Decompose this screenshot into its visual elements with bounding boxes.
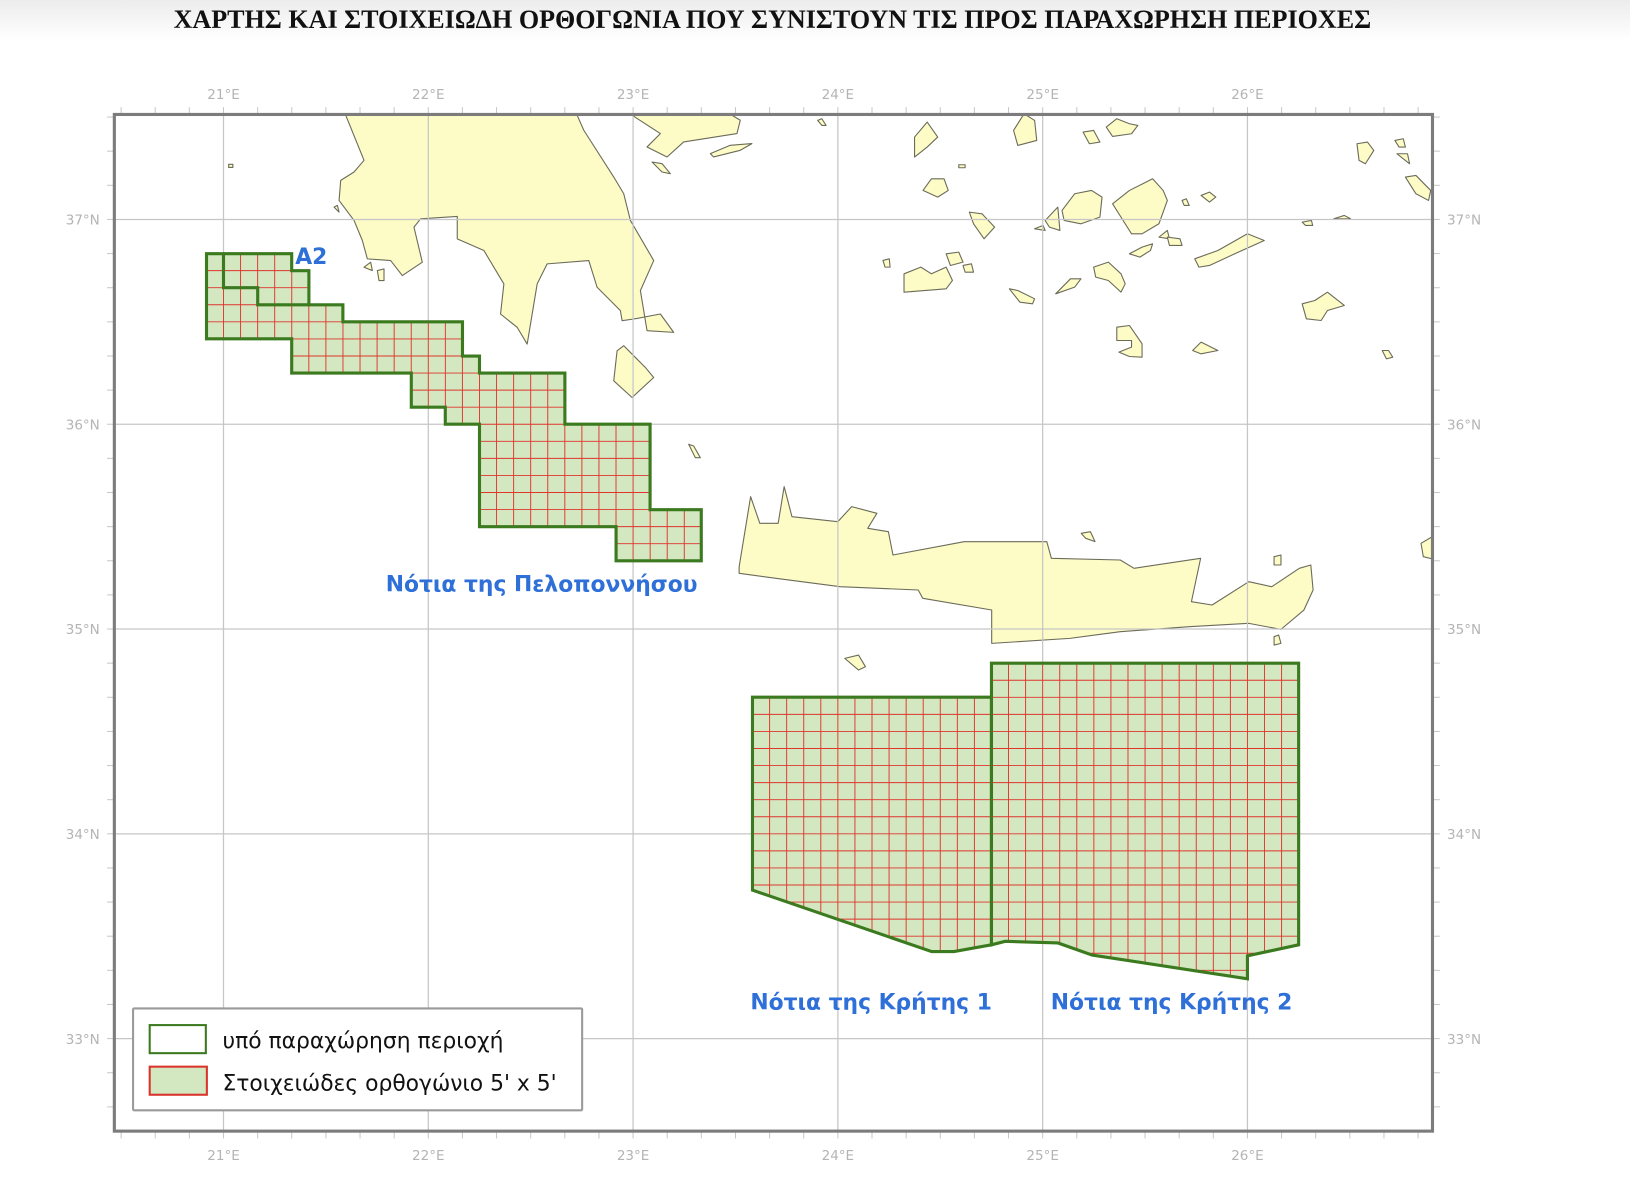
- peloponnese-land: [334, 114, 752, 457]
- lat-label-left: 34°N: [66, 827, 100, 843]
- region-outline: [989, 661, 1301, 981]
- legend-box: [132, 1007, 584, 1112]
- lon-label-top: 22°E: [412, 87, 444, 103]
- legend: υπό παραχώρηση περιοχή Στοιχειώδες ορθογ…: [132, 1007, 584, 1112]
- lon-label-top: 21°E: [207, 87, 239, 103]
- lon-label-bottom: 21°E: [207, 1148, 239, 1164]
- region-outline: [204, 252, 703, 563]
- region-2: [750, 695, 994, 954]
- lat-label-right: 34°N: [1447, 827, 1481, 843]
- lon-label-top: 26°E: [1231, 87, 1263, 103]
- lat-label-right: 36°N: [1447, 417, 1481, 433]
- lat-label-right: 37°N: [1447, 213, 1481, 229]
- legend-label-elementary-block: Στοιχειώδες ορθογώνιο 5' x 5': [222, 1072, 556, 1097]
- region-3: [989, 661, 1301, 981]
- lon-label-bottom: 25°E: [1026, 1148, 1058, 1164]
- lon-label-bottom: 24°E: [822, 1148, 854, 1164]
- lon-label-bottom: 22°E: [412, 1148, 444, 1164]
- region-label-south-crete-2: Νότια της Κρήτης 2: [1051, 991, 1293, 1016]
- islet: [228, 163, 234, 169]
- land-layer: [228, 114, 1433, 670]
- lat-label-left: 33°N: [66, 1032, 100, 1048]
- lat-label-right: 35°N: [1447, 622, 1481, 638]
- map-frame: [112, 112, 1435, 1133]
- region-label-south-crete-1: Νότια της Κρήτης 1: [750, 991, 992, 1016]
- region-label-south-peloponnese: Νότια της Πελοποννήσου: [386, 573, 698, 598]
- concession-regions: [204, 252, 1301, 981]
- legend-swatch-outline: [148, 1024, 207, 1055]
- crete-land: [739, 487, 1433, 670]
- lat-label-left: 36°N: [66, 417, 100, 433]
- lon-label-bottom: 26°E: [1231, 1148, 1263, 1164]
- lon-label-top: 23°E: [617, 87, 649, 103]
- legend-swatch-cell: [148, 1065, 208, 1096]
- map-title: ΧΑΡΤΗΣ ΚΑΙ ΣΤΟΙΧΕΙΩΔΗ ΟΡΘΟΓΩΝΙΑ ΠΟΥ ΣΥΝΙ…: [174, 5, 1372, 34]
- lon-label-bottom: 23°E: [617, 1148, 649, 1164]
- region-divider: [221, 253, 309, 307]
- lon-label-top: 25°E: [1026, 87, 1058, 103]
- lat-label-left: 37°N: [66, 213, 100, 229]
- legend-label-concession-area: υπό παραχώρηση περιοχή: [222, 1029, 503, 1054]
- elementary-block-grid: [991, 663, 1299, 979]
- region-label-a2: A2: [295, 245, 327, 270]
- lat-label-right: 33°N: [1447, 1032, 1481, 1048]
- lat-label-left: 35°N: [66, 622, 100, 638]
- lon-label-top: 24°E: [822, 87, 854, 103]
